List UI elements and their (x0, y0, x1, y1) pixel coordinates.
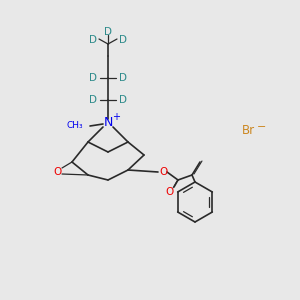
Text: D: D (119, 95, 127, 105)
Text: O: O (166, 187, 174, 197)
Text: N: N (103, 116, 113, 128)
Text: D: D (104, 27, 112, 37)
Text: D: D (89, 35, 97, 45)
Text: O: O (54, 167, 62, 177)
Text: −: − (257, 122, 267, 132)
Text: D: D (119, 35, 127, 45)
Text: O: O (159, 167, 167, 177)
Text: CH₃: CH₃ (66, 122, 83, 130)
Text: D: D (89, 95, 97, 105)
Text: D: D (89, 73, 97, 83)
Text: Br: Br (242, 124, 255, 136)
Text: +: + (112, 112, 120, 122)
Text: D: D (119, 73, 127, 83)
